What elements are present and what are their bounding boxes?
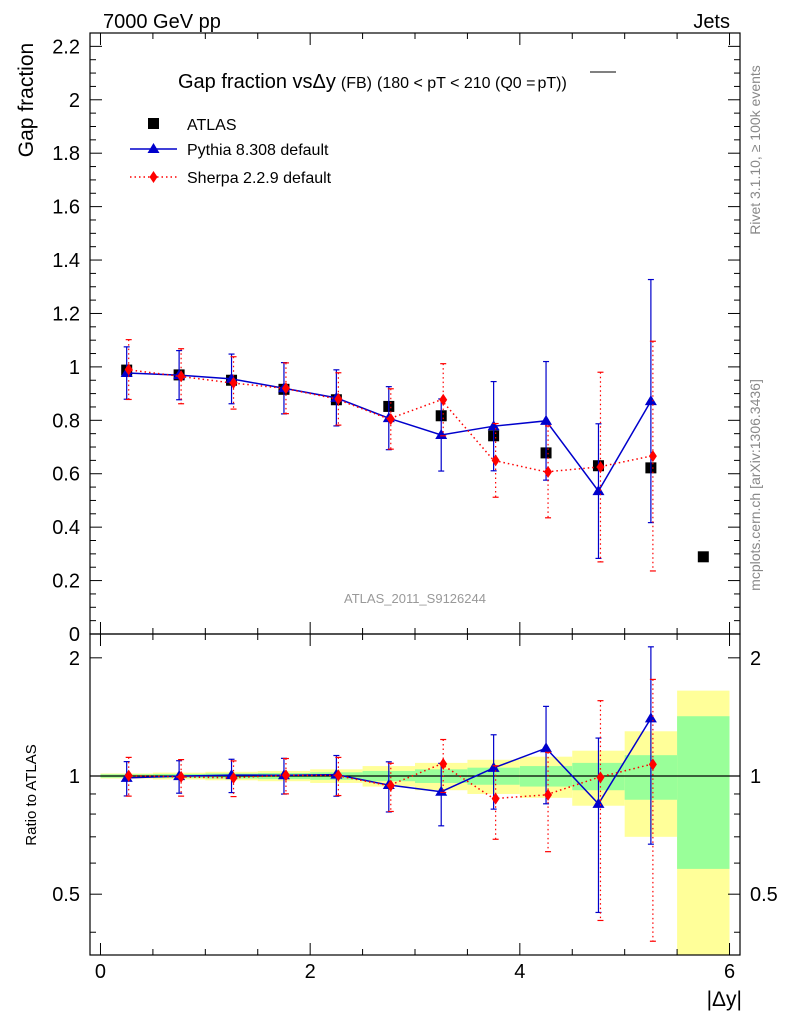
data-point-pythia (592, 485, 605, 496)
legend-entry-sherpa: Sherpa 2.2.9 default (130, 170, 332, 187)
ratio-point-sherpa (229, 771, 238, 784)
ratio-tick-label: 1 (750, 766, 761, 788)
data-point-pythia (487, 420, 500, 431)
analysis-watermark: ATLAS_2011_S9126244 (344, 591, 486, 606)
legend-entry-atlas: ATLAS (148, 117, 237, 134)
ratio-point-sherpa (544, 788, 553, 801)
ratio-tick-label: 2 (69, 648, 80, 670)
legend-marker-pythia (147, 143, 160, 153)
y-tick-label: 0.2 (52, 571, 80, 593)
y-tick-label: 2.2 (52, 36, 80, 58)
y-tick-label: 0.8 (52, 410, 80, 432)
ratio-tick-label: 0.5 (750, 884, 778, 906)
ratio-point-pythia (435, 785, 448, 796)
axes: 0 2 4 600.20.40.60.811.21.41.61.822.20.5 0.5… (52, 32, 778, 983)
data-point-sherpa (596, 461, 605, 474)
data-point-sherpa (648, 450, 657, 463)
title-main: Gap fraction vsΔy (178, 71, 336, 93)
ratio-axis-label: Ratio to ATLAS (23, 744, 40, 845)
ratio-plot-frame (89, 633, 741, 956)
y-tick-label: 1 (69, 357, 80, 379)
x-tick-label: 6 (724, 961, 735, 983)
x-axis-label: |Δy| (707, 988, 742, 1011)
ratio-band-inner (677, 716, 730, 869)
title-small: (FB) (341, 75, 372, 92)
data-point-sherpa (334, 392, 343, 405)
header-energy: 7000 GeV pp (103, 11, 221, 33)
data-point-sherpa (124, 363, 133, 376)
y-tick-label: 0.4 (52, 517, 80, 539)
data-series (120, 278, 709, 942)
header-process: Jets (693, 11, 730, 33)
rivet-label: Rivet 3.1.10, ≥ 100k events (747, 65, 763, 235)
legend-marker-sherpa (149, 171, 158, 183)
x-tick-label: 2 (305, 961, 316, 983)
ratio-point-pythia (592, 797, 605, 808)
x-tick-label: 4 (514, 961, 525, 983)
ratio-point-sherpa (177, 770, 186, 783)
chart-title: Gap fraction vsΔy (FB) (180 < pT < 210 (Q0… (178, 71, 567, 93)
ratio-point-sherpa (281, 769, 290, 782)
legend-label-atlas: ATLAS (187, 117, 237, 134)
ratio-point-sherpa (596, 771, 605, 784)
data-point-atlas (697, 551, 709, 563)
ratio-point-pythia (540, 742, 553, 753)
mcplots-label: mcplots.cern.ch [arXiv:1306.3436] (747, 379, 763, 591)
y-tick-label: 1.8 (52, 143, 80, 165)
legend-label-pythia: Pythia 8.308 default (187, 142, 329, 159)
ratio-point-sherpa (648, 758, 657, 771)
legend-entry-pythia: Pythia 8.308 default (130, 142, 329, 159)
data-point-pythia (435, 429, 448, 440)
ratio-point-pythia (487, 761, 500, 772)
ratio-point-sherpa (124, 769, 133, 782)
y-tick-label: 1.2 (52, 303, 80, 325)
data-point-sherpa (177, 370, 186, 383)
y-tick-label: 0.6 (52, 464, 80, 486)
ratio-point-pythia (644, 712, 657, 723)
ratio-point-sherpa (386, 779, 395, 792)
data-point-sherpa (491, 454, 500, 467)
ratio-tick-label: 2 (750, 648, 761, 670)
x-tick-label: 0 (95, 961, 106, 983)
y-tick-label: 1.4 (52, 250, 80, 272)
data-point-pythia (644, 395, 657, 406)
legend: ATLAS Pythia 8.308 default Sherpa 2.2.9 … (130, 117, 332, 187)
ratio-tick-label: 0.5 (52, 884, 80, 906)
title-close: )) (556, 75, 567, 92)
y-tick-label: 2 (69, 90, 80, 112)
data-point-pythia (540, 414, 553, 425)
legend-marker-atlas (148, 118, 159, 129)
legend-label-sherpa: Sherpa 2.2.9 default (187, 170, 332, 187)
ratio-tick-label: 1 (69, 766, 80, 788)
data-point-sherpa (229, 376, 238, 389)
data-point-sherpa (439, 393, 448, 406)
ratio-point-sherpa (439, 757, 448, 770)
data-point-sherpa (386, 412, 395, 425)
ratio-point-sherpa (491, 792, 500, 805)
data-point-sherpa (544, 465, 553, 478)
data-point-sherpa (281, 382, 290, 395)
ratio-point-sherpa (334, 769, 343, 782)
y-tick-label: 0 (69, 624, 80, 646)
title-over: pT (537, 75, 556, 92)
y-tick-label: 1.6 (52, 197, 80, 219)
ratio-uncertainty-bands (100, 690, 730, 955)
y-axis-label: Gap fraction (15, 43, 38, 157)
title-cut: (180 < pT < 210 (Q0 = (377, 75, 535, 92)
